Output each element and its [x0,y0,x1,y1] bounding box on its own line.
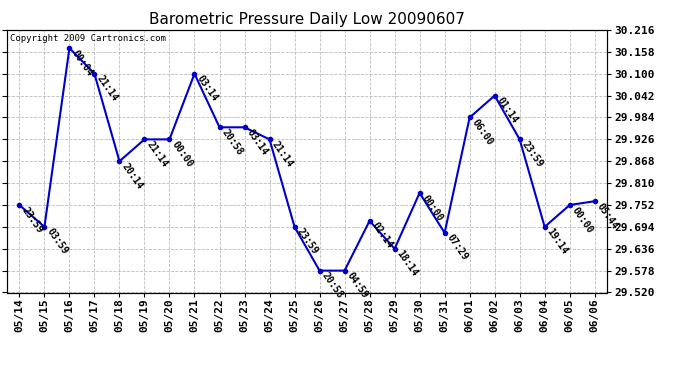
Text: 07:29: 07:29 [444,233,470,263]
Text: 00:00: 00:00 [170,140,195,169]
Text: 23:59: 23:59 [295,227,319,256]
Text: 00:04: 00:04 [70,48,95,78]
Text: 00:00: 00:00 [420,193,444,223]
Text: 03:59: 03:59 [44,227,70,256]
Text: 02:14: 02:14 [370,221,395,251]
Title: Barometric Pressure Daily Low 20090607: Barometric Pressure Daily Low 20090607 [149,12,465,27]
Text: 20:58: 20:58 [219,127,244,157]
Text: 23:59: 23:59 [19,205,44,235]
Text: 01:14: 01:14 [495,96,520,125]
Text: Copyright 2009 Cartronics.com: Copyright 2009 Cartronics.com [10,34,166,43]
Text: 23:59: 23:59 [520,140,544,169]
Text: 03:14: 03:14 [244,127,270,157]
Text: 19:14: 19:14 [544,227,570,256]
Text: 21:14: 21:14 [95,74,119,104]
Text: 03:14: 03:14 [195,74,219,104]
Text: 00:00: 00:00 [570,205,595,235]
Text: 21:14: 21:14 [270,140,295,169]
Text: 21:14: 21:14 [144,140,170,169]
Text: 20:14: 20:14 [119,161,144,191]
Text: 06:00: 06:00 [470,117,495,147]
Text: 05:44: 05:44 [595,201,620,231]
Text: 04:59: 04:59 [344,271,370,300]
Text: 20:58: 20:58 [319,271,344,300]
Text: 18:14: 18:14 [395,249,420,279]
